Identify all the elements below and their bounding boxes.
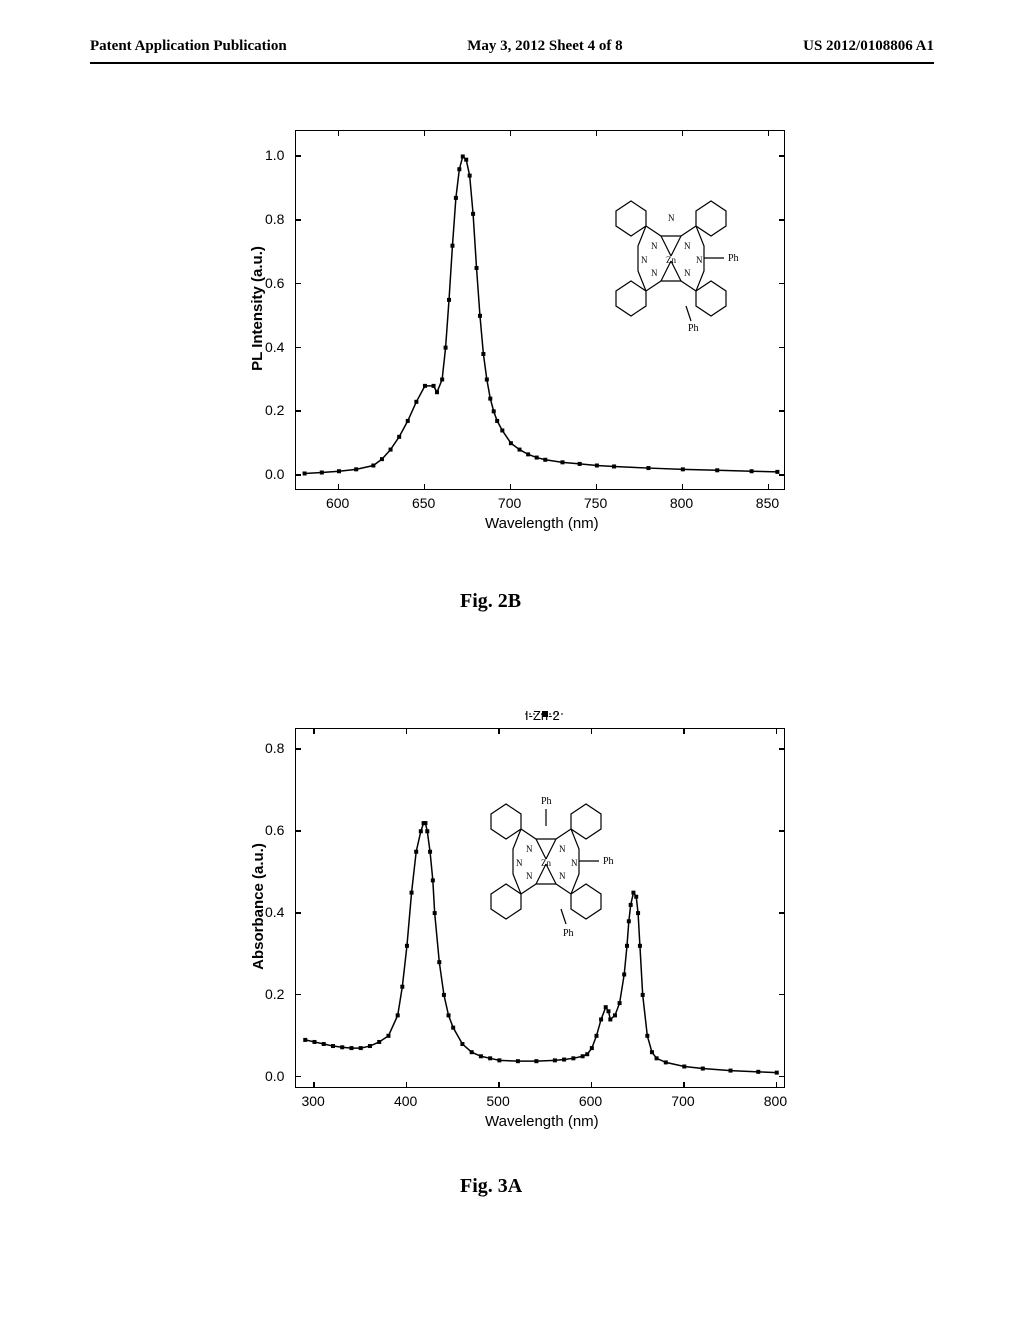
svg-text:N: N (641, 255, 648, 265)
figure-2b: N N N N N N N Zn Ph Ph PL Intensity (a.u… (225, 120, 800, 560)
y-tick-label: 0.2 (265, 986, 284, 1002)
x-tick-label: 600 (326, 495, 349, 511)
legend: I-Zn-2 (525, 708, 560, 723)
x-tick-label: 700 (498, 495, 521, 511)
y-tick-label: 0.4 (265, 904, 284, 920)
x-tick-label: 600 (579, 1093, 602, 1109)
x-tick-label: 650 (412, 495, 435, 511)
svg-text:N: N (559, 844, 566, 854)
x-tick-label: 800 (670, 495, 693, 511)
molecule-structure: Ph N N N N N N Zn Ph Ph (471, 784, 631, 944)
y-tick-label: 0.8 (265, 740, 284, 756)
y-tick-label: 0.6 (265, 822, 284, 838)
svg-text:N: N (516, 858, 523, 868)
plot-area: Ph N N N N N N Zn Ph Ph (295, 728, 785, 1088)
x-axis-label: Wavelength (nm) (485, 1113, 599, 1130)
svg-text:N: N (696, 255, 703, 265)
svg-text:N: N (651, 268, 658, 278)
svg-text:Ph: Ph (728, 253, 739, 264)
header-divider (90, 62, 934, 64)
x-axis-label: Wavelength (nm) (485, 515, 599, 532)
x-tick-label: 750 (584, 495, 607, 511)
y-tick-label: 0.4 (265, 339, 284, 355)
svg-text:Ph: Ph (688, 323, 699, 331)
x-tick-label: 500 (486, 1093, 509, 1109)
svg-text:N: N (684, 241, 691, 251)
figure-caption: Fig. 2B (460, 590, 521, 613)
plot-area: N N N N N N N Zn Ph Ph (295, 130, 785, 490)
svg-text:N: N (651, 241, 658, 251)
y-tick-label: 0.0 (265, 1068, 284, 1084)
y-tick-label: 0.8 (265, 211, 284, 227)
svg-text:N: N (571, 858, 578, 868)
svg-text:N: N (559, 871, 566, 881)
header-left: Patent Application Publication (90, 38, 287, 55)
y-axis-label: PL Intensity (a.u.) (249, 246, 266, 371)
svg-text:Zn: Zn (666, 255, 676, 265)
y-tick-label: 0.2 (265, 402, 284, 418)
x-tick-label: 700 (671, 1093, 694, 1109)
figure-caption: Fig. 3A (460, 1175, 522, 1198)
y-tick-label: 0.6 (265, 275, 284, 291)
x-tick-label: 800 (764, 1093, 787, 1109)
svg-text:Ph: Ph (603, 856, 614, 867)
x-tick-label: 400 (394, 1093, 417, 1109)
svg-text:N: N (684, 268, 691, 278)
header-right: US 2012/0108806 A1 (803, 38, 934, 55)
svg-text:N: N (526, 871, 533, 881)
x-tick-label: 300 (301, 1093, 324, 1109)
svg-text:N: N (526, 844, 533, 854)
molecule-label: N (668, 213, 675, 223)
legend-marker (525, 708, 565, 720)
svg-text:Ph: Ph (563, 928, 574, 939)
header-center: May 3, 2012 Sheet 4 of 8 (467, 38, 622, 55)
y-tick-label: 1.0 (265, 147, 284, 163)
svg-text:Ph: Ph (541, 796, 552, 807)
molecule-structure: N N N N N N N Zn Ph Ph (596, 191, 751, 331)
svg-text:Zn: Zn (541, 858, 551, 868)
y-tick-label: 0.0 (265, 466, 284, 482)
figure-3a: Ph N N N N N N Zn Ph Ph I-Zn-2 Absorbanc… (225, 700, 800, 1140)
page-header: Patent Application Publication May 3, 20… (0, 38, 1024, 55)
x-tick-label: 850 (756, 495, 779, 511)
